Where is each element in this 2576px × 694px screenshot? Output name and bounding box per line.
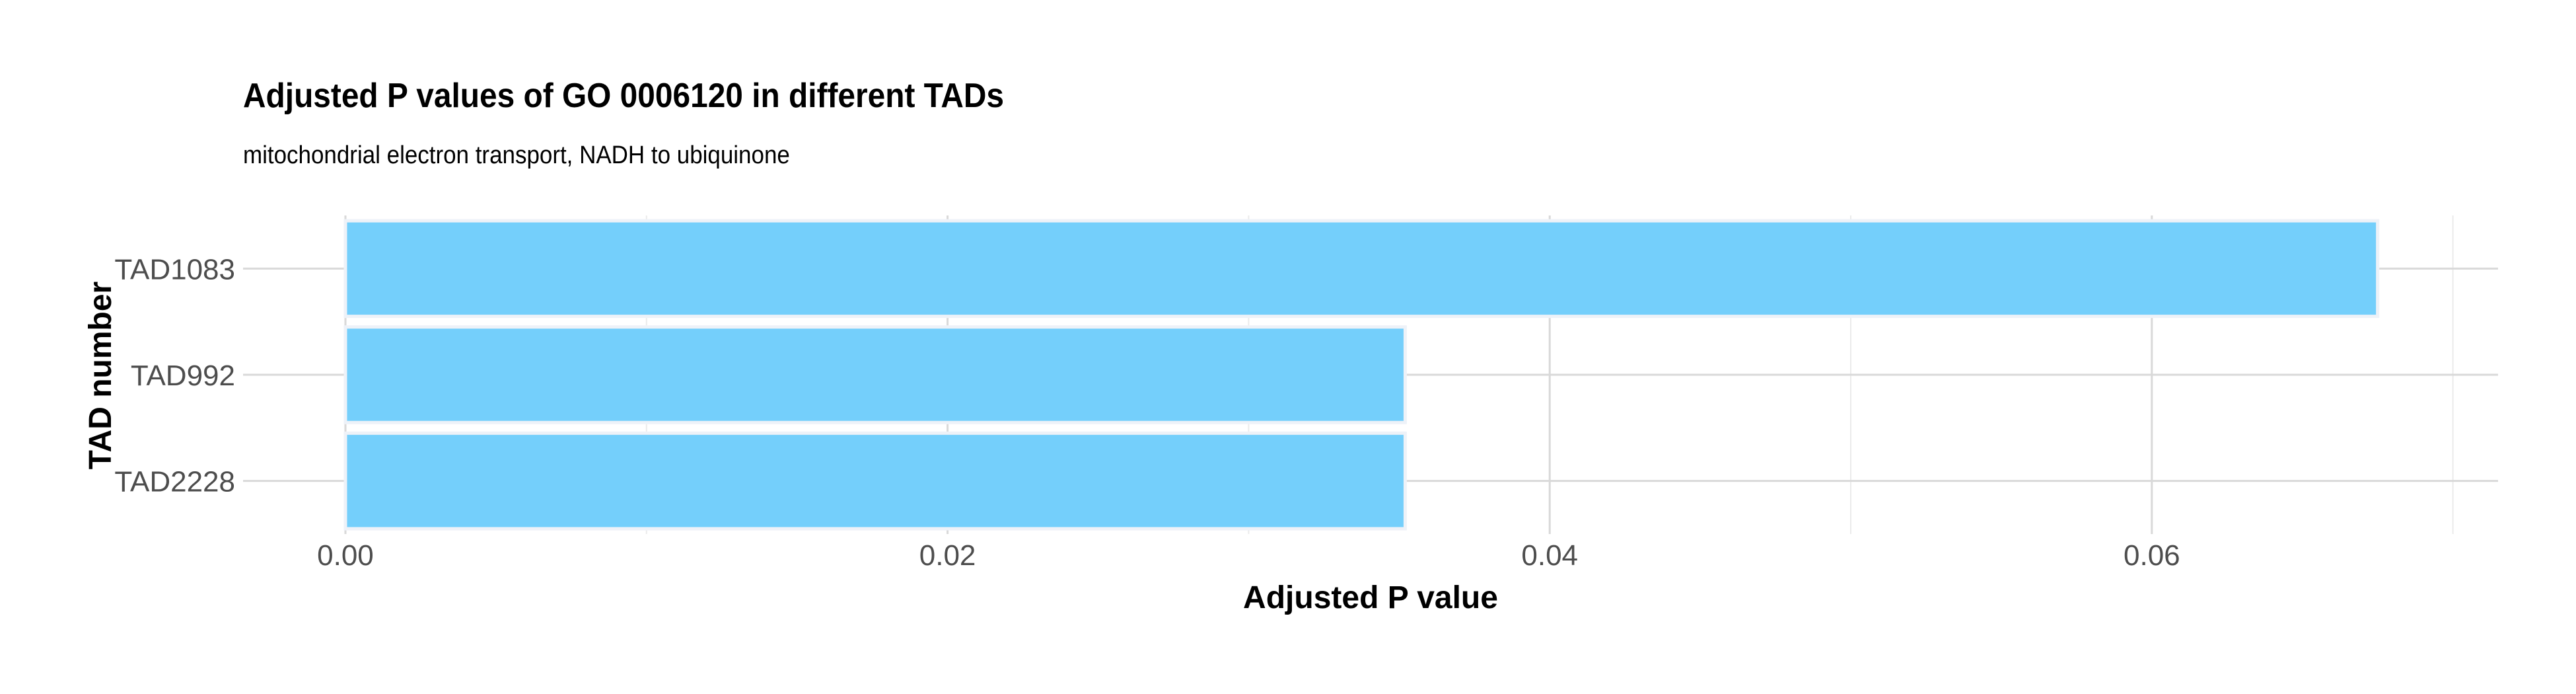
bars	[343, 219, 2380, 531]
y-tick-label: TAD1083	[114, 253, 235, 286]
x-axis-title: Adjusted P value	[1243, 580, 1498, 615]
y-axis-title: TAD number	[83, 282, 118, 469]
x-tick-label: 0.06	[2124, 539, 2180, 572]
x-tick-labels: 0.00 0.02 0.04 0.06	[317, 539, 2180, 572]
x-tick-label: 0.02	[919, 539, 976, 572]
y-tick-label: TAD992	[131, 360, 235, 392]
x-tick-label: 0.00	[317, 539, 374, 572]
bar-tad1083	[343, 219, 2380, 319]
x-tick-label: 0.04	[1521, 539, 1578, 572]
bar-tad992	[343, 325, 1407, 424]
y-tick-labels: TAD1083 TAD992 TAD2228	[114, 253, 235, 498]
chart-title: Adjusted P values of GO 0006120 in diffe…	[243, 77, 1005, 115]
bar-tad2228	[343, 431, 1407, 531]
chart-subtitle: mitochondrial electron transport, NADH t…	[243, 141, 790, 169]
y-tick-label: TAD2228	[114, 466, 235, 498]
